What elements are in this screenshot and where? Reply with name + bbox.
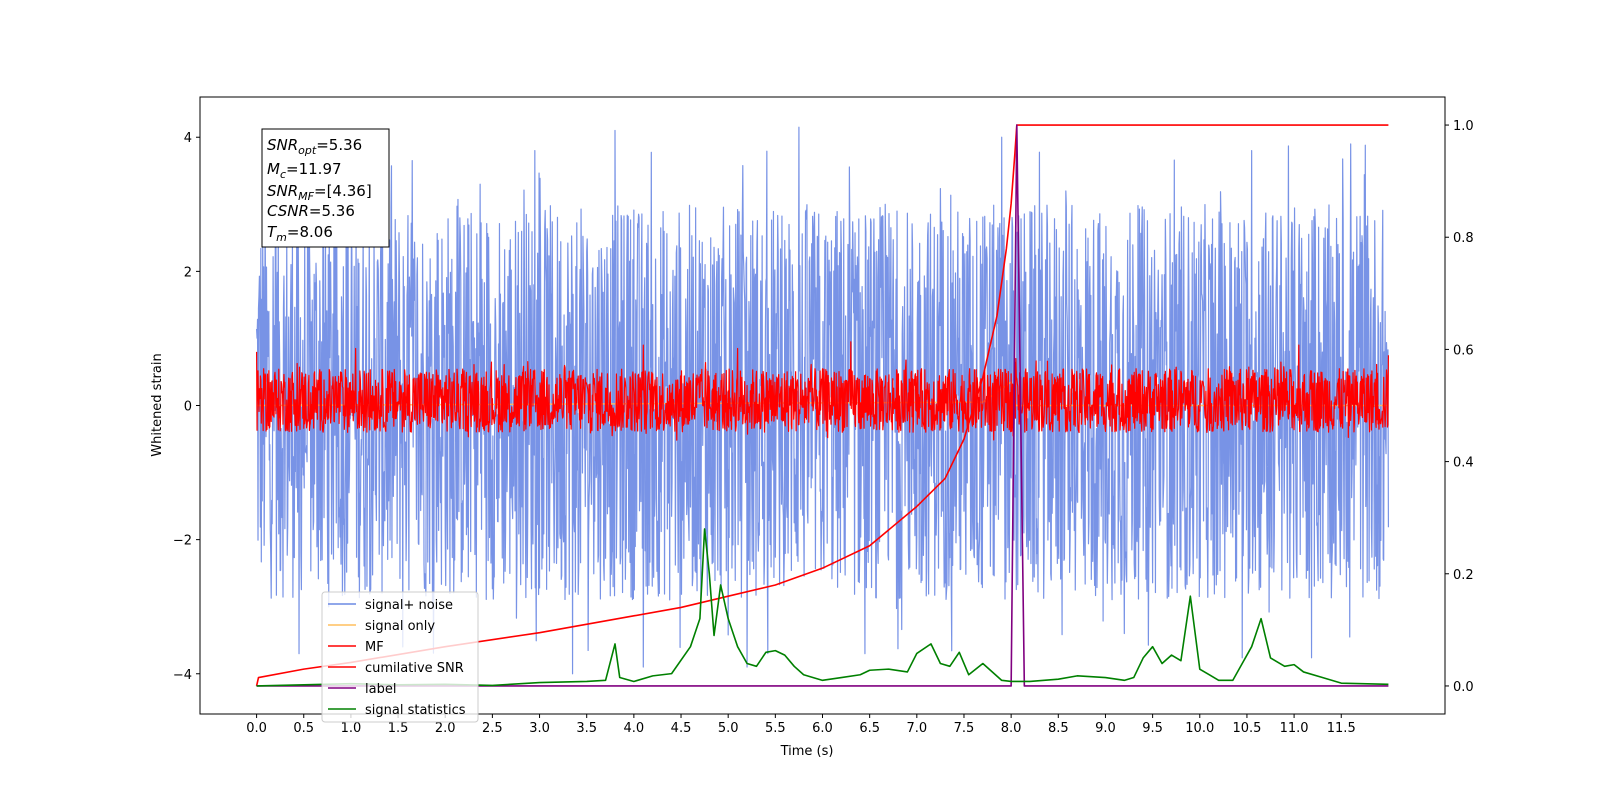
- y2-tick-label: 1.0: [1453, 119, 1474, 134]
- x-tick-label: 9.5: [1142, 721, 1163, 736]
- y-tick-label: −2: [173, 534, 192, 549]
- y2-tick-label: 0.2: [1453, 568, 1474, 583]
- legend-item-cumulative-snr: cumilative SNR: [328, 661, 464, 676]
- x-tick-label: 4.5: [671, 721, 692, 736]
- x-tick-label: 4.0: [624, 721, 645, 736]
- x-tick-label: 5.5: [765, 721, 786, 736]
- legend-item-signal-noise: signal+ noise: [328, 598, 453, 613]
- x-tick-label: 1.0: [341, 721, 362, 736]
- y-axis-label: Whitened strain: [150, 353, 165, 456]
- series-signal-statistics: [256, 528, 1389, 687]
- x-tick-label: 5.0: [718, 721, 739, 736]
- x-tick-label: 3.0: [529, 721, 550, 736]
- series-signal-noise: [255, 126, 1390, 675]
- y-tick-label: 2: [184, 265, 192, 280]
- legend-label: label: [365, 682, 396, 697]
- x-tick-label: 0.5: [293, 721, 314, 736]
- legend-item-signal-only: signal only: [328, 619, 435, 634]
- y-tick-label: 4: [184, 131, 192, 146]
- y-tick-label: −4: [173, 668, 192, 683]
- series-mf: [255, 341, 1390, 441]
- legend-box: [321, 591, 479, 723]
- annotation-csnr: CSNR=5.36: [267, 202, 355, 220]
- x-tick-label: 10.5: [1232, 721, 1261, 736]
- stats-annotation-box: SNRopt=5.36 Mc=11.97 SNRMF=[4.36] CSNR=5…: [261, 128, 390, 248]
- annotation-snr-mf: SNRMF=[4.36]: [267, 182, 372, 203]
- x-tick-label: 8.0: [1001, 721, 1022, 736]
- x-tick-label: 7.5: [954, 721, 975, 736]
- x-axis: 0.0 0.5 1.0 1.5 2.0 2.5 3.0 3.5 4.0 4.5 5.0 5.5 6.0 6…: [246, 714, 1356, 736]
- x-tick-label: 11.5: [1327, 721, 1356, 736]
- y2-tick-label: 0.4: [1453, 456, 1474, 471]
- legend: signal+ noise signal only MF cumilative …: [321, 591, 479, 723]
- x-tick-label: 8.5: [1048, 721, 1069, 736]
- x-tick-label: 3.5: [576, 721, 597, 736]
- y2-tick-label: 0.8: [1453, 231, 1474, 246]
- x-tick-label: 2.0: [435, 721, 456, 736]
- legend-label: signal statistics: [365, 703, 466, 718]
- annotation-mc: Mc=11.97: [267, 160, 342, 181]
- legend-item-label: label: [328, 682, 396, 697]
- x-tick-label: 6.5: [859, 721, 880, 736]
- legend-label: signal+ noise: [365, 598, 453, 613]
- series-label: [256, 124, 1389, 687]
- annotation-tm: Tm=8.06: [267, 223, 333, 244]
- x-tick-label: 6.0: [812, 721, 833, 736]
- legend-label: signal only: [365, 619, 435, 634]
- x-tick-label: 7.0: [906, 721, 927, 736]
- x-tick-label: 1.5: [388, 721, 409, 736]
- y-axis-right: 1.0 0.8 0.6 0.4 0.2 0.0: [1445, 119, 1474, 695]
- legend-item-mf: MF: [328, 640, 384, 655]
- legend-item-signal-statistics: signal statistics: [328, 703, 466, 718]
- y-tick-label: 0: [184, 400, 192, 415]
- y2-tick-label: 0.6: [1453, 343, 1474, 358]
- y2-tick-label: 0.0: [1453, 680, 1474, 695]
- annotation-snr-opt: SNRopt=5.36: [267, 136, 362, 157]
- x-tick-label: 9.0: [1095, 721, 1116, 736]
- y-axis-left: 4 2 0 −2 −4: [173, 131, 200, 683]
- x-tick-label: 11.0: [1280, 721, 1309, 736]
- x-tick-label: 0.0: [246, 721, 267, 736]
- x-tick-label: 10.0: [1185, 721, 1214, 736]
- x-axis-label: Time (s): [780, 744, 834, 759]
- x-tick-label: 2.5: [482, 721, 503, 736]
- legend-label: cumilative SNR: [365, 661, 464, 676]
- legend-label: MF: [365, 640, 384, 655]
